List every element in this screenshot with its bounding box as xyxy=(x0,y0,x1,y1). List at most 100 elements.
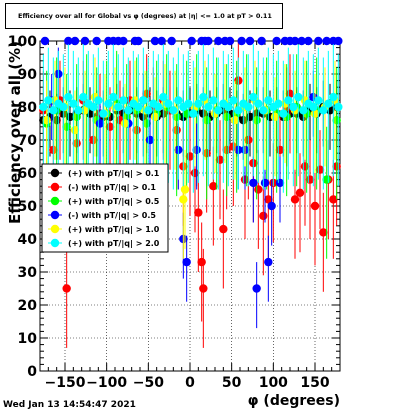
data-point xyxy=(187,36,196,46)
data-point xyxy=(229,96,238,105)
data-point xyxy=(245,36,255,46)
data-point xyxy=(219,224,228,234)
legend-marker xyxy=(50,168,60,178)
x-tick-label: 100 xyxy=(259,375,288,391)
data-point xyxy=(70,36,80,46)
data-point xyxy=(164,99,173,108)
data-point xyxy=(194,208,203,217)
legend-box xyxy=(41,163,169,253)
data-point xyxy=(114,102,123,112)
data-point xyxy=(179,195,188,204)
data-point xyxy=(184,99,193,108)
data-point xyxy=(69,99,78,108)
data-point xyxy=(319,106,328,115)
data-point xyxy=(257,36,266,46)
data-point xyxy=(204,36,213,46)
data-point xyxy=(94,96,103,105)
data-point xyxy=(294,92,303,102)
data-point xyxy=(134,102,143,112)
data-point xyxy=(260,178,270,188)
y-tick-label: 70 xyxy=(18,133,38,149)
data-point xyxy=(209,96,218,105)
data-point xyxy=(182,257,191,267)
x-tick-label: −50 xyxy=(133,375,164,391)
legend-marker xyxy=(50,224,60,234)
data-point xyxy=(124,106,133,115)
data-point xyxy=(194,99,203,108)
data-point xyxy=(40,36,50,46)
data-point xyxy=(119,96,128,105)
data-point xyxy=(299,106,308,115)
data-point xyxy=(74,106,83,115)
data-point xyxy=(62,284,71,293)
data-point xyxy=(295,188,305,197)
data-point xyxy=(259,106,268,115)
data-point xyxy=(157,36,166,46)
legend-label: (+) with pT/|q| > 1.0 xyxy=(68,225,160,234)
data-point xyxy=(174,96,183,105)
data-point xyxy=(329,92,338,102)
data-point xyxy=(49,106,58,115)
data-point xyxy=(244,102,253,112)
data-point xyxy=(249,92,258,102)
data-point xyxy=(267,201,276,211)
y-tick-label: 90 xyxy=(18,67,38,83)
data-point xyxy=(259,211,268,221)
legend-label: (-) with pT/|q| > 0.5 xyxy=(68,211,156,220)
y-tick-label: 10 xyxy=(18,331,38,347)
data-point xyxy=(150,36,160,46)
legend-marker xyxy=(50,196,60,206)
data-point xyxy=(44,96,53,105)
legend-label: (-) with pT/|q| > 0.1 xyxy=(68,183,156,192)
data-point xyxy=(290,195,300,204)
data-point xyxy=(310,201,320,211)
data-point xyxy=(99,109,108,118)
legend-label: (+) with pT/|q| > 0.1 xyxy=(68,169,160,178)
legend-label: (+) with pT/|q| > 2.0 xyxy=(68,239,160,248)
data-point xyxy=(272,36,281,46)
data-point xyxy=(104,99,113,108)
data-point xyxy=(199,92,208,102)
data-point xyxy=(139,96,148,105)
data-point xyxy=(180,185,190,194)
data-point xyxy=(134,36,143,46)
data-point xyxy=(297,36,306,46)
data-point xyxy=(324,99,333,108)
data-point xyxy=(109,92,118,102)
series-3 xyxy=(40,36,343,329)
x-axis-label: φ (degrees) xyxy=(248,393,340,409)
data-point xyxy=(189,109,198,118)
data-point xyxy=(289,102,298,112)
legend-marker xyxy=(50,182,60,192)
y-tick-label: 40 xyxy=(18,232,38,248)
legend-label: (+) with pT/|q| > 0.5 xyxy=(68,197,160,206)
data-point xyxy=(274,99,283,108)
data-point xyxy=(314,96,323,105)
title-box: Efficiency over all for Global vs φ (deg… xyxy=(5,3,283,29)
y-tick-label: 50 xyxy=(18,199,38,215)
y-tick-label: 80 xyxy=(18,100,38,116)
data-point xyxy=(89,102,98,112)
legend-marker xyxy=(50,210,60,220)
data-point xyxy=(334,36,343,46)
data-point xyxy=(39,102,48,112)
data-point xyxy=(214,36,223,46)
data-point xyxy=(144,106,153,115)
data-point xyxy=(237,36,246,46)
data-point xyxy=(264,195,273,204)
y-axis-label: Efficiency over all (%) xyxy=(6,41,24,224)
x-tick-label: 150 xyxy=(300,375,329,391)
data-point xyxy=(319,228,328,237)
data-point xyxy=(314,36,323,46)
data-point xyxy=(59,102,68,112)
data-point xyxy=(264,96,273,105)
x-tick-label: −100 xyxy=(86,375,127,391)
data-point xyxy=(197,257,206,267)
data-point xyxy=(167,36,176,46)
data-point xyxy=(214,106,223,115)
x-tick-label: 0 xyxy=(185,375,195,391)
data-point xyxy=(204,102,213,112)
data-point xyxy=(169,106,178,115)
y-tick-label: 20 xyxy=(18,298,38,314)
